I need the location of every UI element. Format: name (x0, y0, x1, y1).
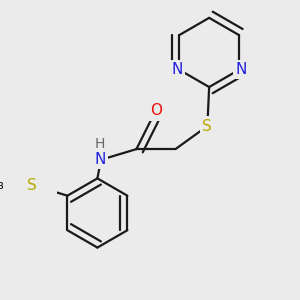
Text: N: N (94, 152, 106, 167)
Text: N: N (172, 62, 183, 77)
Text: H: H (95, 137, 105, 151)
Text: O: O (150, 103, 162, 118)
Text: S: S (27, 178, 37, 193)
Text: CH₃: CH₃ (0, 178, 4, 192)
Text: S: S (202, 118, 212, 134)
Text: N: N (235, 62, 247, 77)
